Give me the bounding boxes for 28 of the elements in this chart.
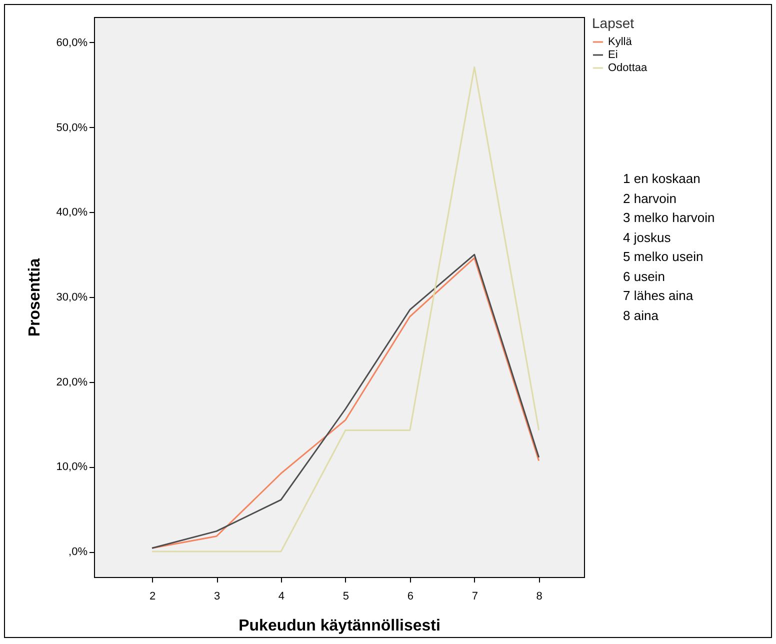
x-tick-label: 5 xyxy=(342,590,350,602)
y-tick-label: 30,0% xyxy=(56,292,88,304)
text: 3 melko harvoin xyxy=(623,209,715,227)
y-axis-title: Prosenttia xyxy=(26,258,44,337)
text: 4 joskus xyxy=(623,228,672,247)
text: 1 en koskaan xyxy=(623,170,702,188)
text: 8 aina xyxy=(623,306,660,324)
legend-label: Ei xyxy=(608,49,618,61)
y-tick-label: 20,0% xyxy=(56,376,88,388)
x-tick-label: 2 xyxy=(149,590,156,602)
x-axis-title: Pukeudun käytännöllisesti xyxy=(238,618,440,634)
x-tick-label: 8 xyxy=(536,590,542,602)
legend-label: Odottaa xyxy=(608,62,648,74)
y-tick-label: ,0% xyxy=(68,546,88,558)
text: 5 melko usein xyxy=(623,248,704,266)
y-tick-label: 10,0% xyxy=(56,461,88,474)
text: 6 usein xyxy=(623,268,666,286)
y-tick-label: 40,0% xyxy=(56,206,88,219)
y-tick-label: 50,0% xyxy=(56,122,88,134)
legend-title: Lapset xyxy=(592,15,634,31)
text: 7 lähes aina xyxy=(623,287,694,305)
x-tick-label: 3 xyxy=(214,590,220,602)
text: 2 harvoin xyxy=(623,190,678,208)
x-tick-label: 6 xyxy=(407,590,414,602)
x-tick-label: 4 xyxy=(278,590,285,602)
x-tick-label: 7 xyxy=(472,590,478,602)
legend-label: Kyllä xyxy=(608,36,633,48)
y-tick-label: 60,0% xyxy=(56,36,88,49)
